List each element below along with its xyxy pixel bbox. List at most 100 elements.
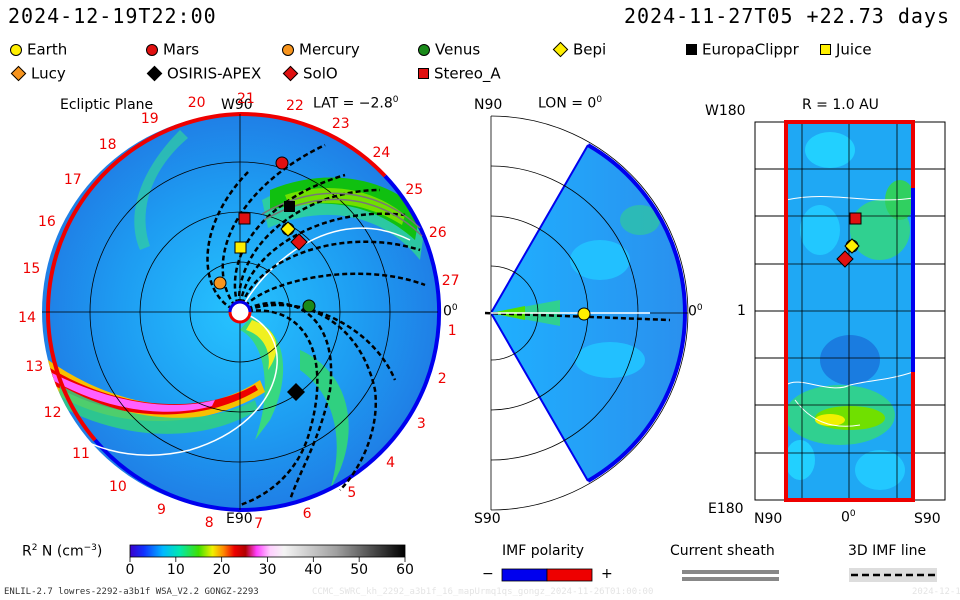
imf-line-title: 3D IMF line — [848, 543, 927, 559]
imf-polarity-swatch — [501, 568, 593, 582]
carrington-number: 10 — [108, 478, 127, 495]
e180-label: E180 — [708, 501, 744, 517]
longitude-label: LON = 00 — [538, 95, 603, 112]
carrington-number: 20 — [187, 95, 206, 112]
square-icon — [686, 44, 697, 55]
w180-label: W180 — [705, 103, 746, 119]
ecliptic-plane-plot — [42, 111, 442, 513]
legend-label: Mercury — [299, 40, 360, 59]
carrington-number: 9 — [157, 502, 166, 518]
stereo-a-marker-map — [849, 212, 862, 225]
colorbar-tick-label: 50 — [350, 562, 369, 578]
carrington-number: 8 — [204, 514, 214, 531]
carrington-number: 24 — [372, 144, 391, 161]
carrington-number: 22 — [285, 98, 304, 115]
map-n90-label: N90 — [754, 511, 783, 527]
density-colorbar — [129, 544, 406, 562]
legend-item-stereo-a: Stereo_A — [418, 64, 501, 83]
legend-item-solo: SolO — [282, 64, 338, 83]
stereo-a-marker — [238, 212, 251, 225]
s90-label: S90 — [474, 511, 501, 527]
run-id: CCMC_SWRC_kh_2292_a3b1f_16_mapUrmq1qs_go… — [312, 587, 654, 597]
meridional-zero-label: 00 — [688, 303, 703, 320]
venus-marker — [302, 299, 316, 313]
juice-marker — [234, 241, 247, 254]
imf-plus-label: + — [601, 566, 613, 582]
legend-item-lucy: Lucy — [10, 64, 66, 83]
carrington-number: 18 — [98, 137, 117, 154]
e90-label: E90 — [226, 511, 253, 527]
legend-label: Earth — [27, 40, 68, 59]
map-s90-label: S90 — [914, 511, 941, 527]
model-label: ENLIL-2.7 lowres-2292-a3b1f WSA_V2.2 GON… — [4, 587, 259, 597]
carrington-number: 4 — [386, 454, 396, 471]
colorbar-label: R2 N (cm−3) — [22, 543, 103, 560]
radial-map-plot — [754, 120, 946, 502]
osiris-apex-marker — [287, 383, 305, 401]
carrington-number: 15 — [22, 261, 41, 278]
colorbar-tick-label: 30 — [258, 562, 277, 578]
carrington-number: 23 — [331, 116, 350, 133]
footer-date: 2024-12-19 — [912, 587, 960, 597]
ecliptic-zero-label: 00 — [443, 303, 458, 320]
legend-item-venus: Venus — [418, 40, 480, 59]
legend-item-osiris-apex: OSIRIS-APEX — [146, 64, 261, 83]
carrington-number: 26 — [428, 225, 447, 242]
legend-item-juice: Juice — [820, 40, 872, 59]
circle-icon — [418, 43, 430, 56]
w90-label: W90 — [221, 97, 253, 113]
imf-line-swatch — [849, 568, 937, 582]
legend-item-bepi: Bepi — [552, 40, 606, 59]
carrington-number: 2 — [437, 371, 447, 387]
bepi-marker-map — [844, 238, 860, 254]
colorbar-tick-label: 20 — [212, 562, 231, 578]
legend-item-mercury: Mercury — [282, 40, 360, 59]
carrington-number: 19 — [140, 111, 159, 128]
body-markers — [213, 156, 862, 401]
mercury-marker — [213, 276, 227, 290]
bepi-marker — [280, 221, 296, 237]
carrington-number: 17 — [63, 172, 82, 188]
n90-label: N90 — [474, 97, 503, 113]
map-one-label: 1 — [737, 303, 746, 319]
legend-label: Venus — [435, 40, 481, 59]
colorbar-tick-label: 0 — [125, 562, 135, 578]
legend-label: Juice — [836, 40, 872, 59]
carrington-number: 1 — [447, 322, 457, 339]
legend-label: Stereo_A — [434, 64, 501, 83]
carrington-number: 14 — [18, 310, 37, 327]
start-time: 2024-12-19T22:00 — [8, 4, 217, 28]
legend-item-europaclippr: EuropaClippr — [686, 40, 799, 59]
carrington-number: 16 — [37, 214, 56, 231]
carrington-number: 27 — [441, 272, 460, 289]
carrington-number: 21 — [236, 91, 255, 108]
latitude-label: LAT = −2.80 — [313, 95, 399, 112]
radius-label: R = 1.0 AU — [802, 97, 879, 113]
europaclipper-marker — [284, 201, 295, 212]
carrington-number: 7 — [254, 516, 264, 533]
legend-item-mars: Mars — [146, 40, 199, 59]
legend-label: Lucy — [31, 64, 66, 83]
ecliptic-title: Ecliptic Plane — [60, 97, 154, 113]
circle-icon — [146, 43, 158, 56]
current-sheath-swatch — [682, 570, 779, 581]
circle-icon — [282, 43, 294, 56]
square-icon — [820, 44, 831, 55]
map-zero-label: 00 — [841, 509, 856, 526]
carrington-number: 6 — [302, 506, 312, 523]
imf-polarity-title: IMF polarity — [502, 543, 585, 559]
carrington-number: 25 — [405, 181, 424, 198]
legend-label: EuropaClippr — [702, 40, 799, 59]
solo-marker — [290, 233, 308, 251]
legend-label: Mars — [163, 40, 200, 59]
earth-marker-meridional — [577, 307, 591, 321]
legend-label: OSIRIS-APEX — [167, 64, 262, 83]
solo-marker-map — [836, 250, 854, 268]
carrington-number: 11 — [72, 445, 90, 462]
carrington-number: 3 — [416, 415, 426, 432]
imf-minus-label: − — [482, 566, 494, 582]
legend-label: Bepi — [573, 40, 607, 59]
current-sheath-title: Current sheath — [670, 543, 775, 559]
carrington-number: 13 — [25, 359, 44, 376]
